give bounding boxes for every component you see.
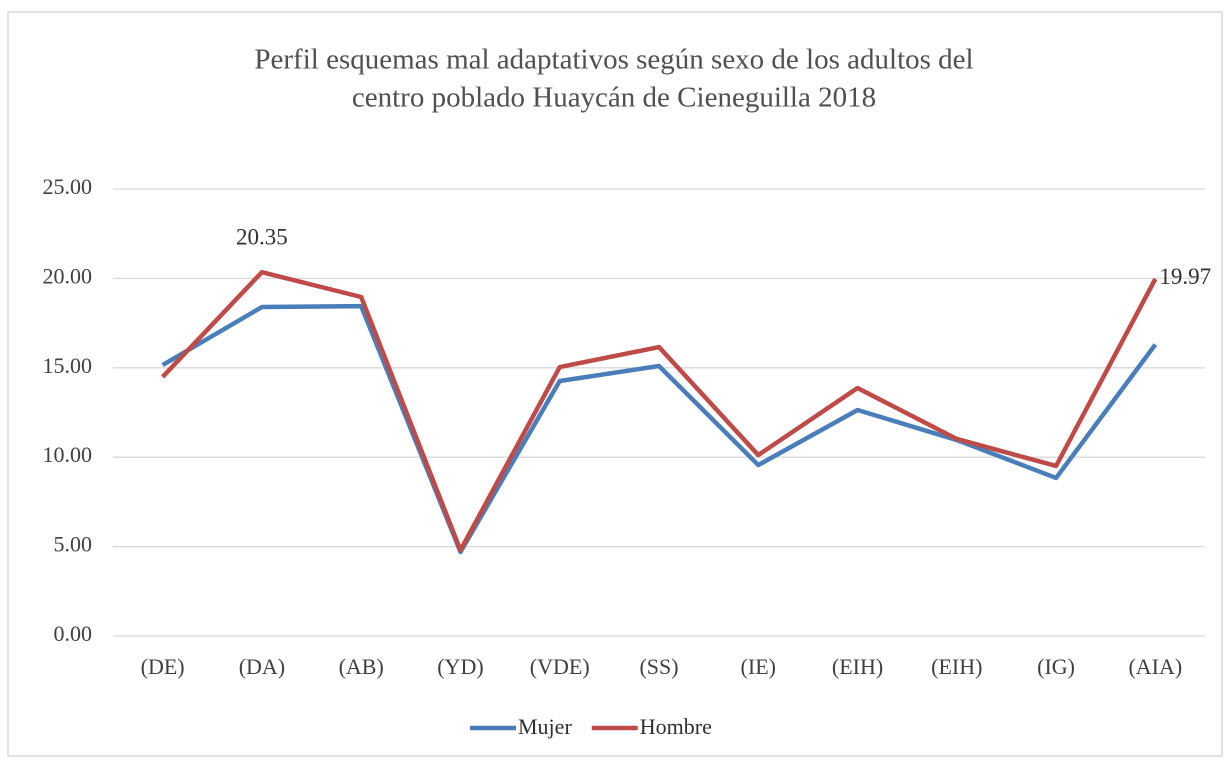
y-tick-label: 0.00 (54, 621, 93, 646)
legend-label: Mujer (518, 714, 572, 739)
chart-title: Perfil esquemas mal adaptativos según se… (254, 44, 973, 76)
y-tick-label: 15.00 (43, 353, 93, 378)
chart-border (7, 11, 1223, 757)
y-tick-label: 5.00 (54, 532, 93, 557)
x-tick-label: (YD) (437, 654, 483, 679)
x-tick-label: (AIA) (1128, 654, 1182, 679)
x-tick-label: (DA) (239, 654, 285, 679)
series-line (161, 269, 1158, 553)
x-tick-label: (IE) (741, 654, 776, 679)
chart-title: centro poblado Huaycán de Cieneguilla 20… (352, 82, 876, 114)
x-tick-label: (SS) (639, 654, 678, 679)
y-tick-label: 10.00 (43, 442, 93, 467)
x-tick-label: (IG) (1037, 654, 1075, 679)
x-tick-label: (VDE) (530, 654, 590, 679)
y-tick-label: 20.00 (43, 263, 93, 288)
x-tick-label: (AB) (339, 654, 384, 679)
x-tick-label: (EIH) (832, 654, 883, 679)
y-tick-label: 25.00 (43, 174, 93, 199)
x-tick-label: (EIH) (931, 654, 982, 679)
series-line (161, 303, 1158, 555)
legend-label: Hombre (640, 714, 712, 739)
x-tick-label: (DE) (141, 654, 185, 679)
data-label: 19.97 (1159, 264, 1211, 289)
data-label: 20.35 (236, 224, 288, 249)
